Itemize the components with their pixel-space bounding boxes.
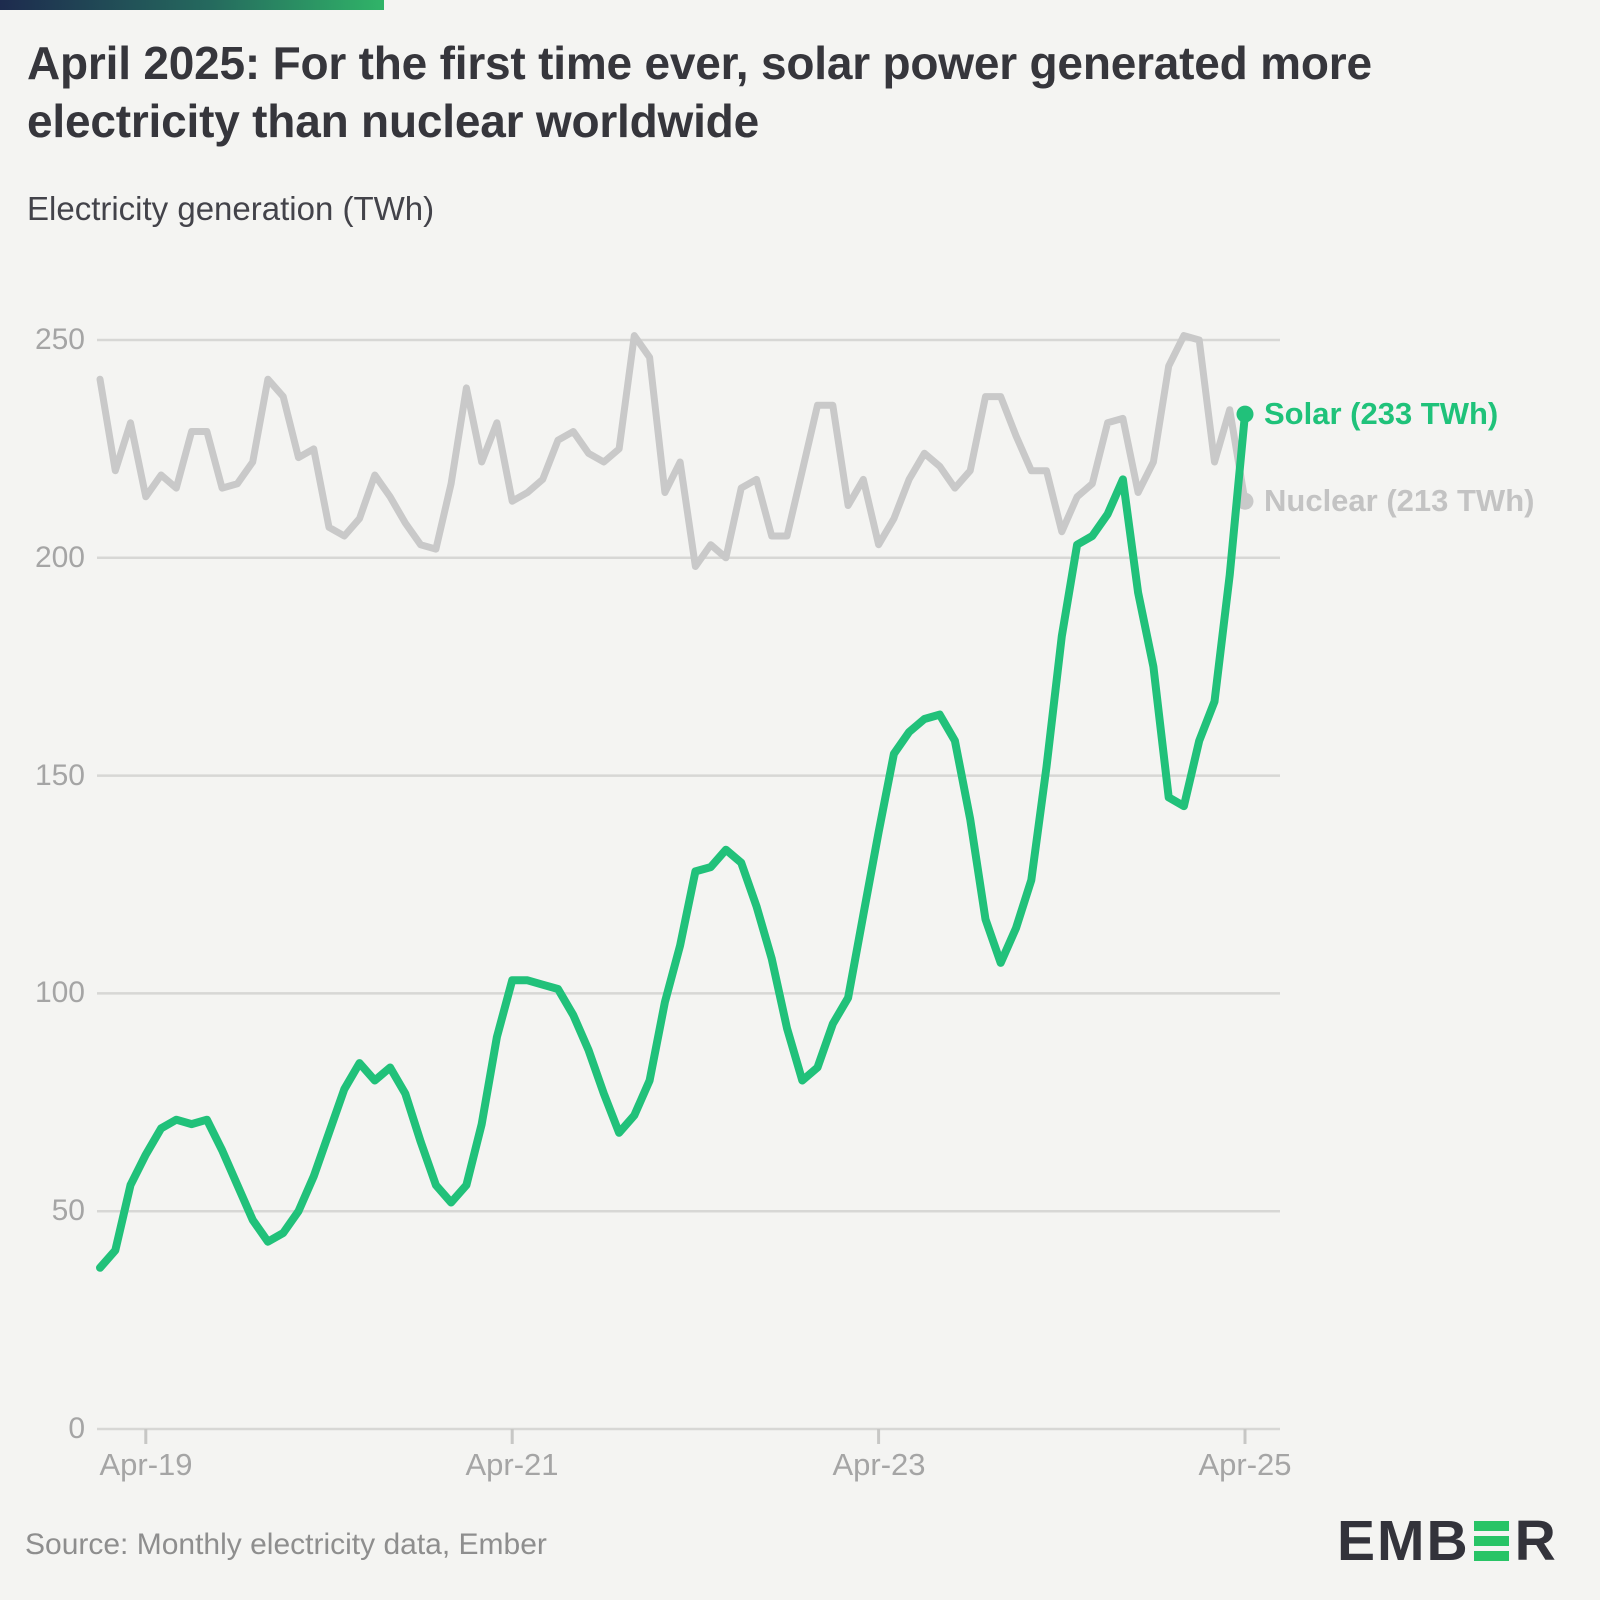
ember-logo-xi-bar: [1473, 1536, 1509, 1546]
solar-series-label: Solar (233 TWh): [1264, 396, 1499, 431]
ember-logo-xi-icon: [1473, 1512, 1509, 1570]
y-axis-label-100: 100: [34, 976, 85, 1009]
y-axis-label-0: 0: [68, 1412, 85, 1445]
y-axis-label-250: 250: [34, 323, 85, 356]
nuclear-line: [96, 332, 1249, 570]
y-axis-label-50: 50: [51, 1194, 85, 1227]
ember-logo: EMB R: [1337, 1512, 1558, 1570]
ember-logo-xi-bar: [1473, 1551, 1509, 1561]
brand-gradient-bar: [0, 0, 384, 10]
source-note: Source: Monthly electricity data, Ember: [25, 1528, 547, 1561]
chart-title: April 2025: For the first time ever, sol…: [27, 37, 1372, 148]
solar-line: [96, 410, 1249, 1272]
chart-subtitle: Electricity generation (TWh): [27, 190, 435, 227]
x-axis-label-apr19: Apr-19: [99, 1447, 193, 1482]
ember-logo-text-emb: EMB: [1337, 1509, 1470, 1573]
ember-logo-text-r: R: [1514, 1509, 1558, 1573]
ember-logo-xi-bar: [1473, 1521, 1509, 1531]
x-axis-label-apr21: Apr-21: [465, 1447, 559, 1482]
x-axis-label-apr25: Apr-25: [1198, 1447, 1292, 1482]
solar-endpoint-dot: [1236, 405, 1254, 423]
y-axis-label-200: 200: [34, 541, 85, 574]
x-axis-label-apr23: Apr-23: [832, 1447, 926, 1482]
nuclear-series-label: Nuclear (213 TWh): [1264, 483, 1535, 518]
y-axis-label-150: 150: [34, 759, 85, 792]
